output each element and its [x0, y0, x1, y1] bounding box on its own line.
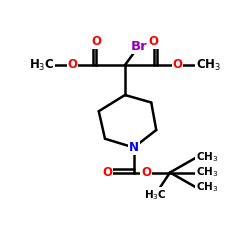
Text: O: O	[172, 58, 182, 71]
Text: O: O	[149, 35, 159, 48]
Text: CH$_3$: CH$_3$	[196, 180, 219, 194]
Text: N: N	[129, 141, 139, 154]
Text: Br: Br	[130, 40, 147, 53]
Text: H$_3$C: H$_3$C	[28, 58, 54, 72]
Text: CH$_3$: CH$_3$	[196, 150, 219, 164]
Text: CH$_3$: CH$_3$	[196, 166, 219, 179]
Text: H$_3$C: H$_3$C	[144, 188, 166, 202]
Text: CH$_3$: CH$_3$	[196, 58, 221, 72]
Text: O: O	[141, 166, 151, 179]
Text: O: O	[102, 166, 113, 179]
Text: O: O	[68, 58, 78, 71]
Text: O: O	[91, 35, 101, 48]
